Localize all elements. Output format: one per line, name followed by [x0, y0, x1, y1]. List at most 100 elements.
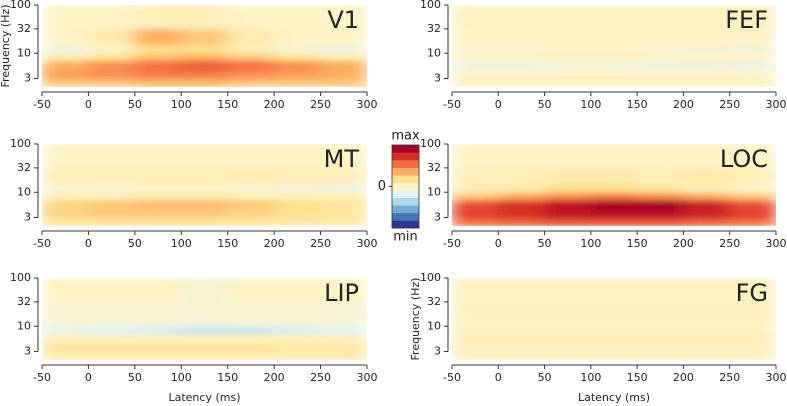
colorbar-swatch	[392, 220, 419, 229]
cell	[320, 28, 367, 46]
heatmap	[452, 278, 776, 360]
cell	[544, 317, 592, 327]
x-tick-label: -50	[33, 371, 51, 384]
x-axis-label: Latency (ms)	[168, 391, 240, 404]
cell	[452, 191, 499, 201]
cell	[134, 144, 182, 169]
cell	[227, 301, 275, 319]
y-tick-label: 32	[427, 22, 441, 35]
x-axis-label: Latency (ms)	[578, 391, 650, 404]
cell	[544, 52, 592, 62]
cell	[180, 144, 229, 169]
cell	[180, 28, 229, 46]
cell	[134, 69, 182, 80]
cell	[320, 342, 367, 353]
cell	[42, 317, 89, 327]
y-tick-label: 10	[427, 46, 441, 59]
x-tick-label: 200	[673, 371, 694, 384]
cell	[42, 5, 89, 30]
cell	[42, 217, 89, 226]
cell	[544, 28, 592, 46]
y-tick-label: 3	[24, 345, 31, 358]
cell	[273, 278, 322, 303]
y-tick-label: 3	[434, 211, 441, 224]
x-tick-label: 150	[627, 371, 648, 384]
cell	[636, 191, 684, 201]
panel-title: LIP	[324, 279, 359, 307]
cell	[636, 144, 684, 169]
cell	[273, 351, 322, 360]
y-tick-label: 100	[420, 137, 441, 150]
cell	[227, 78, 275, 87]
cell	[320, 167, 367, 185]
x-tick-label: -50	[33, 237, 51, 250]
cell	[227, 60, 275, 71]
cell	[320, 325, 367, 335]
panel: LIP 3 10 32 100 -50 0 50 100 150 200 250 300 Latency …	[10, 271, 378, 404]
cell	[544, 44, 592, 54]
y-tick-label: 100	[420, 271, 441, 284]
x-tick-label: 250	[719, 371, 740, 384]
cell	[636, 217, 684, 226]
cell	[227, 199, 275, 210]
cell	[682, 167, 731, 185]
y-tick-label: 100	[420, 0, 441, 11]
heatmap	[42, 144, 367, 226]
cell	[42, 301, 89, 319]
cell	[273, 217, 322, 226]
cell	[42, 325, 89, 335]
cell	[87, 217, 136, 226]
cell	[273, 199, 322, 210]
cell	[273, 52, 322, 62]
panel: FG 3 10 32 100 -50 0 50 100 150 200 250 300 Frequency…	[409, 271, 787, 404]
cell	[134, 44, 182, 54]
cell	[273, 44, 322, 54]
cell	[87, 191, 136, 201]
cell	[180, 342, 229, 353]
cell	[134, 183, 182, 193]
x-tick-label: 100	[171, 371, 192, 384]
cell	[87, 333, 136, 344]
cell	[227, 44, 275, 54]
cell	[320, 317, 367, 327]
y-axis-label: Frequency (Hz)	[0, 5, 12, 88]
cell	[227, 325, 275, 335]
cell	[636, 5, 684, 30]
cell	[320, 351, 367, 360]
cell	[590, 5, 638, 30]
cell	[636, 183, 684, 193]
cell	[452, 69, 499, 80]
x-tick-label: 50	[128, 237, 142, 250]
cell	[682, 317, 731, 327]
heatmap-cells	[42, 144, 367, 226]
x-tick-label: -50	[443, 371, 461, 384]
cell	[320, 333, 367, 344]
cell	[452, 144, 499, 169]
heatmap-cells	[42, 5, 367, 87]
cell	[682, 52, 731, 62]
cell	[544, 333, 592, 344]
cell	[729, 167, 776, 185]
y-tick-label: 3	[24, 211, 31, 224]
cell	[180, 351, 229, 360]
heatmap	[452, 144, 776, 226]
cell	[273, 325, 322, 335]
cell	[729, 183, 776, 193]
colorbar-swatch	[392, 212, 419, 221]
y-tick-label: 10	[17, 185, 31, 198]
x-tick-label: 0	[495, 237, 502, 250]
cell	[729, 217, 776, 226]
cell	[42, 183, 89, 193]
cell	[636, 317, 684, 327]
x-tick-label: 50	[538, 98, 552, 111]
cell	[729, 199, 776, 210]
cell	[42, 144, 89, 169]
cell	[590, 69, 638, 80]
cell	[682, 199, 731, 210]
cell	[590, 301, 638, 319]
cell	[227, 69, 275, 80]
panel-title: FG	[736, 279, 768, 307]
cell	[134, 78, 182, 87]
cell	[729, 44, 776, 54]
cell	[42, 351, 89, 360]
